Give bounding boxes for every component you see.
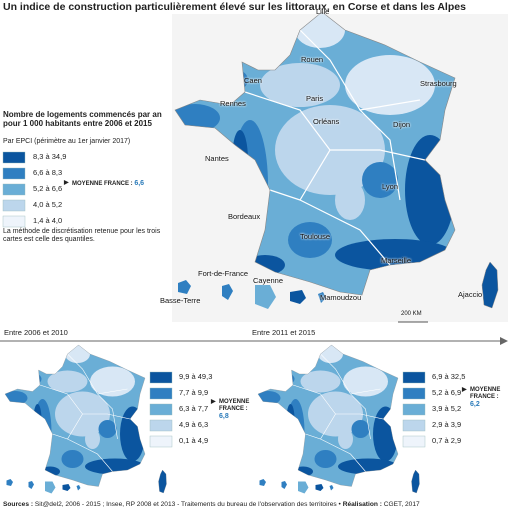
source-part: Sit@del2, 2006 - 2015 ; Insee, RP 2008 e… <box>34 501 341 508</box>
average-value: 6,8 <box>219 412 229 420</box>
legend-label: 6,6 à 8,3 <box>33 168 63 177</box>
city-label: Bordeaux <box>228 212 261 221</box>
city-label: Rouen <box>301 55 324 64</box>
city-label: Rennes <box>220 99 246 108</box>
legend-swatch <box>2 199 26 212</box>
period-label: Entre 2006 et 2010 <box>4 328 68 337</box>
legend-label: 1,4 à 4,0 <box>33 216 63 225</box>
legend-average: ▶ MOYENNE FRANCE : 6,2 <box>462 387 502 409</box>
legend-label: 6,9 à 32,5 <box>432 372 466 381</box>
legend-label: 8,3 à 34,9 <box>33 152 67 161</box>
city-label: Orléans <box>313 117 340 126</box>
legend-swatch <box>402 435 426 448</box>
legend-note: La méthode de discrétisation retenue pou… <box>3 228 161 244</box>
average-marker: ▶ <box>64 180 69 186</box>
legend-label: 0,1 à 4,9 <box>179 436 209 445</box>
legend-label: 5,2 à 6,9 <box>432 388 462 397</box>
legend-swatch <box>402 419 426 432</box>
average-marker: ▶ <box>462 387 467 393</box>
arrow-head <box>500 337 508 345</box>
legend-subtitle: Par EPCI (périmètre au 1er janvier 2017) <box>3 138 131 145</box>
average-marker: ▶ <box>211 399 216 405</box>
legend-swatch <box>402 387 426 400</box>
legend-label: 7,7 à 9,9 <box>179 388 209 397</box>
legend-swatch <box>149 403 173 416</box>
city-label: Marseille <box>381 256 412 265</box>
legend-label: 2,9 à 3,9 <box>432 420 462 429</box>
legend-swatch <box>149 371 173 384</box>
legend-swatch <box>149 435 173 448</box>
city-label: Cayenne <box>253 276 284 285</box>
average-label: MOYENNE FRANCE : <box>219 399 250 412</box>
city-label: Ajaccio <box>458 290 483 299</box>
city-label: Nantes <box>205 154 229 163</box>
average-label: MOYENNE FRANCE : <box>470 387 501 400</box>
legend-label: 3,9 à 5,2 <box>432 404 462 413</box>
average-label: MOYENNE FRANCE : <box>72 181 133 187</box>
city-label: Basse-Terre <box>160 296 201 305</box>
legend-label: 4,0 à 5,2 <box>33 200 63 209</box>
legend-swatch <box>2 183 26 196</box>
legend-average: ▶ MOYENNE FRANCE : 6,8 <box>211 399 251 421</box>
average-value: 6,2 <box>470 400 480 408</box>
city-label: Dijon <box>393 120 411 129</box>
map-2011-2015 <box>251 339 420 494</box>
city-label: Strasbourg <box>420 79 457 88</box>
map-2006-2010 <box>0 339 167 494</box>
legend-label: 9,9 à 49,3 <box>179 372 213 381</box>
source-part: Réalisation : <box>342 501 382 508</box>
legend-title: Nombre de logements commencés par an pou… <box>3 110 162 129</box>
scale-label: 200 KM <box>401 311 422 317</box>
average-value: 6,6 <box>134 180 145 187</box>
legend-swatch <box>149 419 173 432</box>
legend-swatch <box>149 387 173 400</box>
legend-swatch <box>2 167 26 180</box>
source-part: Sources : <box>3 501 34 508</box>
title: Un indice de construction particulièreme… <box>3 1 466 13</box>
legend-label: 4,9 à 6,3 <box>179 420 209 429</box>
legend-label: 6,3 à 7,7 <box>179 404 209 413</box>
legend-swatch <box>2 151 26 164</box>
city-label: Mamoudzou <box>320 293 362 302</box>
source-part: CGET, 2017 <box>383 501 420 508</box>
sources: Sources : Sit@del2, 2006 - 2015 ; Insee,… <box>3 501 420 509</box>
city-label: Fort-de-France <box>198 269 249 278</box>
legend-average: ▶ MOYENNE FRANCE : 6,6 <box>64 180 145 188</box>
legend-swatch <box>402 403 426 416</box>
legend-swatch <box>2 215 26 228</box>
city-label: Lille <box>316 7 330 16</box>
city-label: Paris <box>306 94 324 103</box>
legend-label: 5,2 à 6,6 <box>33 184 63 193</box>
city-label: Caen <box>244 76 262 85</box>
period-label: Entre 2011 et 2015 <box>252 328 316 337</box>
city-label: Toulouse <box>300 232 331 241</box>
city-label: Lyon <box>382 182 398 191</box>
legend-label: 0,7 à 2,9 <box>432 436 462 445</box>
legend-swatch <box>402 371 426 384</box>
